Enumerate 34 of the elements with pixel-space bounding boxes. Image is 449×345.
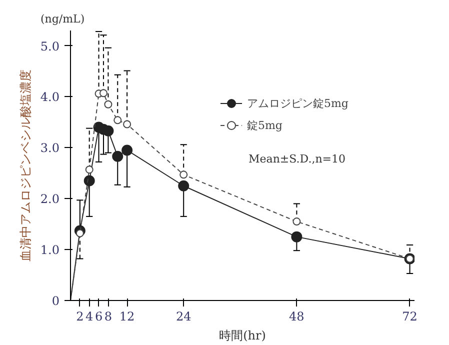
y-tick-label: 2.0	[40, 192, 60, 206]
point	[76, 229, 84, 238]
point	[85, 166, 94, 174]
x-tick-label: 72	[402, 310, 418, 324]
point	[122, 144, 133, 156]
x-tick-label: 8	[104, 310, 112, 324]
point	[178, 180, 190, 192]
point	[292, 218, 301, 226]
point	[291, 231, 302, 242]
x-tick-label: 2	[76, 310, 84, 324]
legend-label: 錠5mg	[247, 118, 282, 132]
y-tick-label: 4.0	[40, 90, 60, 104]
y-tick-label: 0	[52, 294, 60, 308]
x-tick-label: 24	[176, 310, 192, 324]
x-tick-label: 4	[86, 310, 94, 324]
point	[104, 100, 112, 108]
annotation: Mean±S.D.,n=10	[248, 152, 346, 166]
x-tick-label: 6	[94, 310, 103, 324]
y-tick-label: 3.0	[40, 141, 60, 156]
legend-label: アムロジピン錠5mg	[247, 96, 348, 110]
point	[99, 89, 108, 98]
point	[114, 116, 122, 124]
point	[84, 175, 95, 186]
point	[102, 125, 114, 136]
y-tick-label: 5.0	[40, 39, 60, 54]
x-tick-label: 48	[289, 310, 304, 324]
point	[112, 150, 124, 162]
text: (ng/mL)	[40, 12, 85, 26]
y-axis-title: 血清中アムロジピンベシル酸塩濃度	[18, 70, 32, 262]
point	[180, 170, 188, 179]
point	[123, 120, 132, 128]
x-axis-title: 時間(hr)	[219, 328, 266, 342]
x-tick-label: 12	[119, 310, 135, 324]
y-tick-label: 1.0	[40, 243, 60, 258]
